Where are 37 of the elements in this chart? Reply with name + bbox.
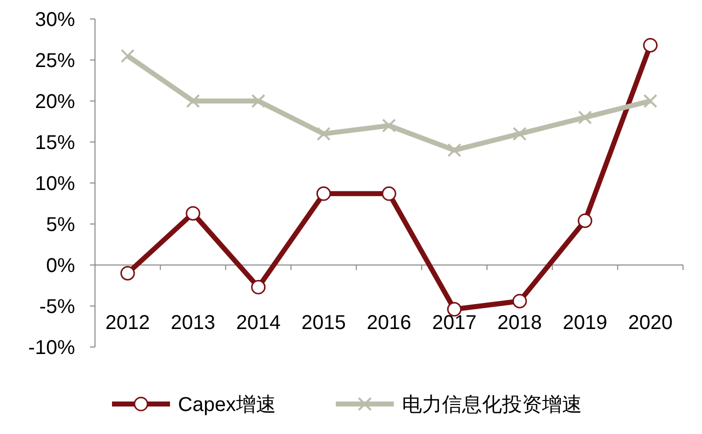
x-tick-label: 2012 bbox=[105, 312, 150, 334]
y-tick-label: 0% bbox=[46, 255, 76, 277]
point bbox=[382, 186, 396, 201]
point bbox=[643, 38, 658, 52]
point bbox=[186, 206, 200, 221]
y-tick-label: -5% bbox=[39, 296, 76, 318]
point bbox=[382, 118, 396, 133]
x-tick-label: 2013 bbox=[170, 312, 216, 334]
y-tick-label: 15% bbox=[34, 132, 76, 154]
x-tick-label: 2018 bbox=[497, 312, 542, 334]
legend-label: Capex增速 bbox=[178, 394, 276, 416]
x-tick-label: 2020 bbox=[628, 312, 673, 334]
point bbox=[578, 213, 592, 228]
x-tick-label: 2015 bbox=[301, 312, 346, 334]
legend-label: 电力信息化投资增速 bbox=[402, 394, 582, 416]
x-tick-label: 2014 bbox=[236, 312, 281, 334]
y-tick-label: -10% bbox=[28, 337, 76, 359]
point bbox=[316, 126, 331, 141]
point bbox=[578, 110, 592, 124]
x-tick-label: 2017 bbox=[432, 312, 477, 334]
y-tick-label: 25% bbox=[34, 50, 76, 72]
point bbox=[251, 280, 266, 294]
point bbox=[251, 94, 266, 108]
y-tick-label: 30% bbox=[34, 9, 76, 31]
y-tick-label: 20% bbox=[34, 91, 76, 113]
y-tick-label: 5% bbox=[46, 214, 76, 236]
point bbox=[447, 143, 462, 158]
x-tick-label: 2019 bbox=[562, 312, 608, 334]
x-tick-label: 2016 bbox=[366, 312, 412, 334]
y-tick-label: 10% bbox=[34, 173, 76, 195]
point bbox=[186, 94, 200, 108]
point bbox=[120, 266, 135, 280]
point bbox=[512, 294, 527, 308]
point bbox=[643, 94, 658, 108]
point bbox=[316, 186, 331, 201]
point bbox=[512, 126, 527, 141]
point bbox=[120, 48, 135, 63]
